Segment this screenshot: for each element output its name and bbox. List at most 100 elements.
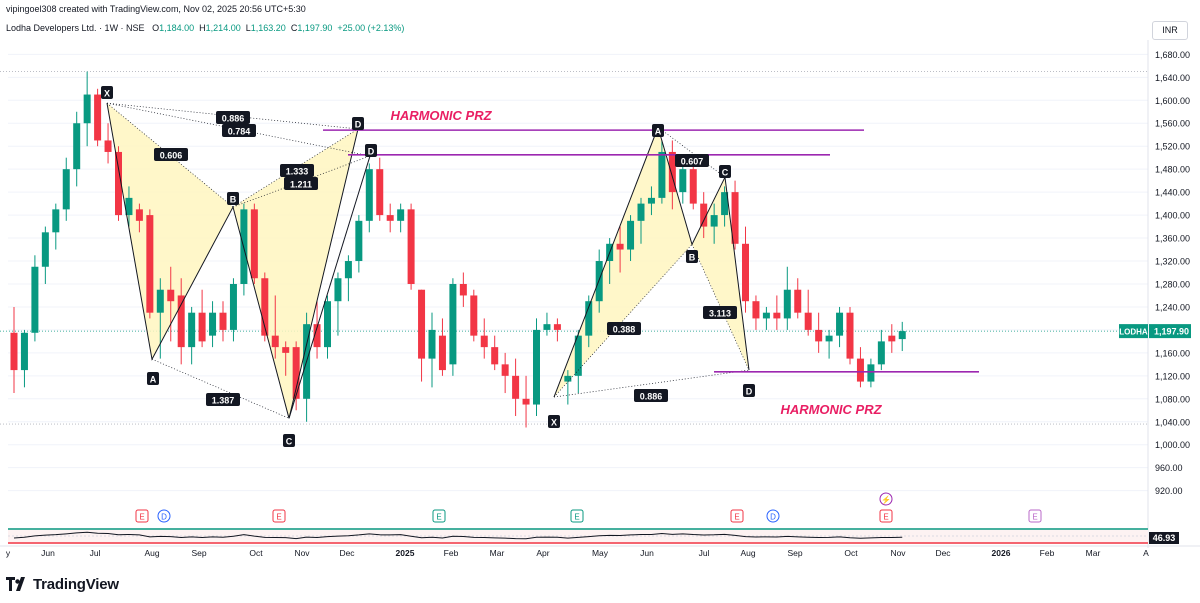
candle-body [407, 209, 415, 284]
earnings-marker-label: E [574, 513, 579, 522]
candle-body [209, 312, 217, 336]
candle-body [888, 335, 896, 342]
lightning-glyph: ⚡ [881, 495, 891, 505]
candle-body [282, 347, 290, 353]
candle-body [365, 169, 373, 221]
lightning-icon [879, 492, 893, 506]
candle-body [428, 329, 436, 359]
candle-body [167, 289, 175, 302]
candle-body [815, 329, 823, 342]
indicator-value-box [1149, 532, 1179, 544]
candle-body [585, 301, 593, 336]
price-tick-label: 960.00 [1155, 463, 1183, 473]
earnings-marker-icon [432, 509, 446, 523]
time-tick-label: Sep [787, 548, 802, 558]
pattern1-point-d2-box [365, 144, 377, 157]
earnings-marker-icon [1028, 509, 1042, 523]
pattern1-ac-ratio-line [151, 358, 290, 419]
earnings-marker-label: E [276, 513, 281, 522]
earnings-marker-icon [730, 509, 744, 523]
pattern2-point-a-box [652, 124, 664, 137]
candle-body [627, 220, 635, 250]
created-by-text: vipingoel308 created with TradingView.co… [6, 4, 306, 14]
price-tick-label: 1,400.00 [1155, 211, 1190, 221]
pattern2-ratio-xd-box [634, 389, 668, 402]
pattern1-bcd-fill [233, 128, 358, 419]
price-tick-label: 1,080.00 [1155, 394, 1190, 404]
candle-body [742, 243, 749, 302]
candle-body [135, 209, 143, 221]
candle-body [418, 289, 426, 359]
candle-body [762, 312, 770, 319]
time-tick-label: Oct [844, 548, 858, 558]
pattern1-point-x: X [104, 89, 110, 99]
earnings-marker-label: E [436, 513, 441, 522]
high-value: 1,214.00 [205, 23, 241, 33]
symbol-name[interactable]: Lodha Developers Ltd. · 1W · NSE [6, 23, 145, 33]
candle-body [156, 289, 164, 313]
close-value: 1,197.90 [297, 23, 333, 33]
earnings-marker-label: E [734, 513, 739, 522]
earnings-marker-icon [272, 509, 286, 523]
price-tick-label: 1,480.00 [1155, 165, 1190, 175]
candle-body [52, 209, 60, 233]
pattern2-point-x: X [551, 418, 557, 428]
candle-body [177, 295, 185, 348]
time-tick-label: Dec [935, 548, 951, 558]
pattern2-ac-ratio-line [657, 126, 726, 178]
time-tick-label: Jul [699, 548, 710, 558]
candle-body [125, 197, 133, 216]
candle-body [449, 283, 457, 365]
time-tick-label: Jun [41, 548, 55, 558]
pattern2-point-c: C [722, 168, 729, 178]
pattern2-ratio-ac: 0.607 [681, 157, 704, 167]
candle-body [564, 375, 572, 382]
pattern2-point-x-box [548, 415, 560, 428]
symbol-price-tag: LODHA [1119, 328, 1148, 337]
time-tick-label: y [6, 548, 11, 558]
candle-body [94, 94, 102, 141]
currency-button[interactable]: INR [1152, 21, 1188, 40]
candle-body [825, 335, 833, 342]
low-label: L [245, 23, 251, 33]
candle-body [836, 312, 844, 336]
pattern2-ratio-bd-box [703, 306, 737, 319]
candle-body [501, 364, 509, 376]
pattern1-point-a: A [150, 375, 157, 385]
price-tick-label: 1,040.00 [1155, 417, 1190, 427]
time-tick-label: Aug [144, 548, 159, 558]
candle-body [219, 312, 227, 330]
price-tick-label: 1,360.00 [1155, 234, 1190, 244]
candle-body [700, 203, 708, 227]
dividend-marker-label: D [770, 513, 776, 522]
indicator-line [13, 531, 903, 540]
candle-body [522, 398, 530, 405]
candle-body [574, 335, 582, 376]
candle-body [459, 283, 467, 296]
price-tick-label: 1,160.00 [1155, 348, 1190, 358]
candle-body [324, 301, 331, 348]
dividend-marker-icon [157, 509, 171, 523]
pattern2-point-a: A [655, 127, 662, 137]
pattern1-bd2-ratio-line [232, 155, 371, 208]
pattern1-ratio-xd-alt-box [222, 124, 256, 137]
price-tick-label: 1,680.00 [1155, 50, 1190, 60]
pattern1-ratio-xd2: 1.211 [290, 180, 312, 190]
price-tick-label: 1,240.00 [1155, 302, 1190, 312]
candle-body [480, 335, 488, 348]
candle-body [271, 335, 279, 348]
pattern1-point-d2: D [368, 147, 375, 157]
candle-body [491, 347, 499, 365]
time-tick-label: A [1143, 548, 1149, 558]
price-chart[interactable]: X A B C D D X A B C D 0.606 1.387 1.333 1.211 0.886 0.78… [0, 0, 1200, 570]
price-tick-label: 1,600.00 [1155, 96, 1190, 106]
candle-body [31, 266, 39, 333]
earnings-marker-label: E [139, 513, 144, 522]
pattern2-ratio-ac-box [675, 154, 709, 167]
tradingview-footer: TradingView [6, 574, 119, 594]
pattern2-point-b-box [686, 250, 698, 263]
time-tick-label: 2026 [992, 548, 1011, 558]
price-tick-label: 1,560.00 [1155, 119, 1190, 129]
candle-body [783, 289, 791, 319]
time-tick-label: Jul [90, 548, 101, 558]
